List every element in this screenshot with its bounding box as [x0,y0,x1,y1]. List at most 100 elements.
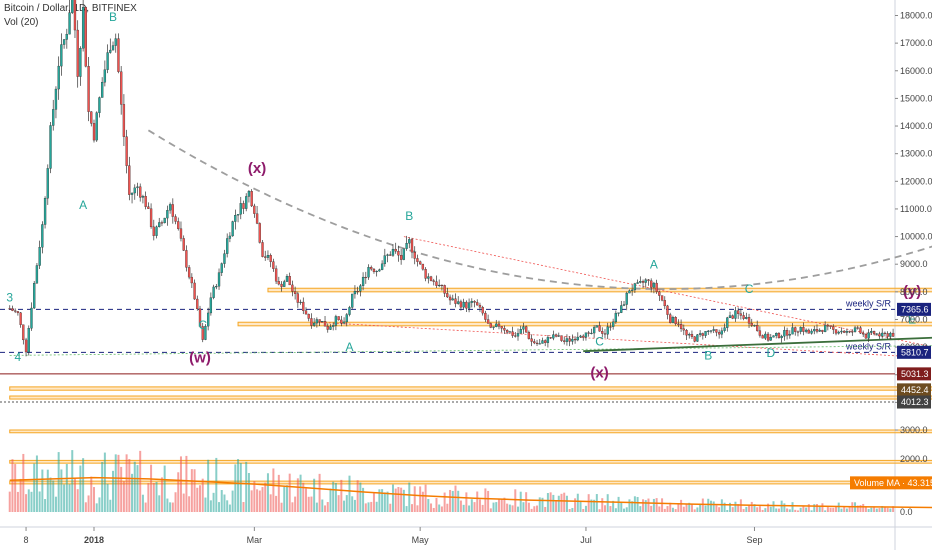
candle-body [402,248,406,260]
volume-bar [571,507,574,512]
candle [872,330,876,336]
candle [573,336,577,344]
price-badge-label: 4012.3 [901,397,929,407]
volume-indicator-label[interactable]: Vol (20) [4,17,39,28]
candle [584,332,588,341]
volume-ma-badge: Volume MA · 43.315K [850,476,932,490]
candle [663,296,666,310]
candle-body [864,334,868,339]
volume-bar [881,506,884,512]
volume-bar [93,487,95,512]
volume-bar [476,491,479,512]
candle-body [364,276,367,279]
candle-body [761,335,764,339]
candle-body [538,343,541,345]
candle [408,237,411,249]
volume-bar [576,493,579,512]
price-tick-label: 16000.0 [900,66,932,76]
price-tick-label: 13000.0 [900,149,932,159]
volume-bar [805,507,808,512]
volume-bar [125,454,128,512]
candle-body [239,203,242,215]
volume-bar [533,506,536,512]
price-tick-label: 18000.0 [900,11,932,21]
candle-body [19,312,22,325]
volume-bar [565,495,568,512]
volume-bar [120,466,123,512]
volume-bar [144,502,147,512]
candle-body [54,88,58,110]
candle [405,235,408,251]
candle-body [843,330,846,333]
candle-body [79,48,82,77]
volume-bar [27,489,30,512]
volume-bar [443,492,446,512]
candle-body [492,326,495,328]
candle [174,214,177,225]
volume-bar [71,450,74,512]
candle [796,330,800,337]
volume-bar [280,502,283,512]
candle [33,281,36,310]
volume-bar [612,500,615,512]
candle-body [766,333,770,341]
candle [326,323,329,333]
candle [168,202,172,214]
volume-bar [405,506,408,512]
price-tick-label: 15000.0 [900,93,932,103]
volume-bar [707,498,710,512]
candle-body [565,338,569,342]
candle [772,335,775,338]
volume-bar [57,452,60,512]
candle-body [166,210,169,219]
price-badge-label: 5810.7 [901,347,929,357]
candle-body [250,191,253,207]
candle [804,328,808,334]
candle-body [144,195,147,207]
candle-body [397,251,400,256]
volume-bar [835,506,838,512]
candle [756,320,759,332]
volume-bar [729,502,732,512]
candle [315,317,319,328]
price-tick-label: 8000.0 [900,287,928,297]
candle-body [457,301,460,304]
volume-bar [767,503,770,512]
candle [375,270,378,277]
candle-body [14,310,17,312]
candle-body [568,338,571,342]
volume-bar [245,461,248,512]
candle-body [139,186,142,198]
candle [440,284,444,291]
volume-bar [98,497,101,512]
candle [601,327,604,338]
volume-bar [63,484,66,512]
candle-body [794,327,797,332]
candle-body [674,317,677,325]
volume-bar [468,505,471,512]
volume-bar [522,502,525,512]
volume-bar [226,500,229,512]
candle-body [261,242,264,257]
price-tick-label: 3000.0 [900,425,928,435]
volume-bar [579,500,582,512]
volume-bar [155,481,158,512]
candle-body [98,97,101,113]
candle-body [291,284,294,292]
candle-body [563,340,566,342]
candle-body [519,329,522,334]
candle [424,267,427,282]
candle-body [791,327,794,335]
price-badge-label: 7365.6 [901,304,929,314]
volume-bar [421,491,424,512]
candle [783,326,786,341]
volume-bar [378,489,381,512]
candle [261,240,264,258]
candle [625,291,628,311]
volume-bar [54,496,57,512]
candle-body [557,335,560,337]
candle [337,316,340,321]
candle [677,319,680,328]
candle [166,205,169,226]
